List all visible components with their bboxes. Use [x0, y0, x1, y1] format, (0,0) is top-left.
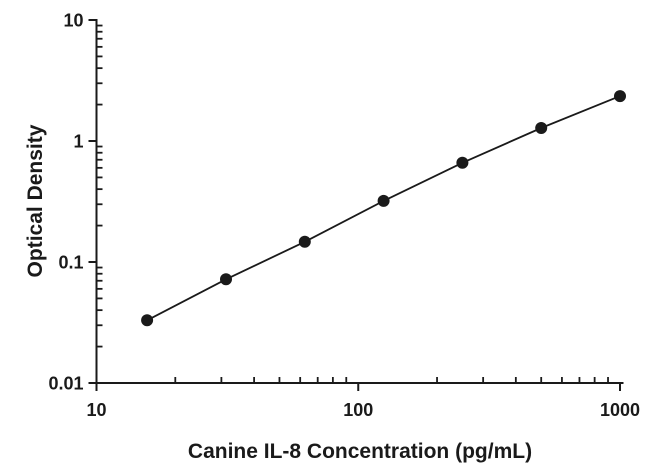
standard-curve-line — [146, 95, 621, 322]
y-axis-title: Optical Density — [24, 124, 47, 277]
data-point — [298, 235, 311, 248]
data-point — [377, 194, 390, 207]
x-tick-label: 100 — [343, 400, 373, 420]
data-series — [141, 90, 626, 327]
data-point — [535, 122, 548, 134]
x-tick-label: 10 — [86, 400, 106, 420]
y-tick-label: 0.1 — [58, 253, 83, 273]
x-tick-label: 1000 — [600, 400, 640, 420]
y-tick-label: 10 — [63, 11, 83, 31]
data-point — [614, 90, 626, 103]
axis-ticks — [88, 19, 621, 391]
x-axis-title: Canine IL-8 Concentration (pg/mL) — [188, 440, 532, 463]
data-point — [456, 156, 469, 169]
y-tick-label: 0.01 — [48, 374, 83, 394]
y-tick-label: 1 — [73, 132, 83, 152]
axes — [95, 19, 624, 384]
data-point — [220, 273, 232, 286]
data-point — [141, 314, 154, 327]
